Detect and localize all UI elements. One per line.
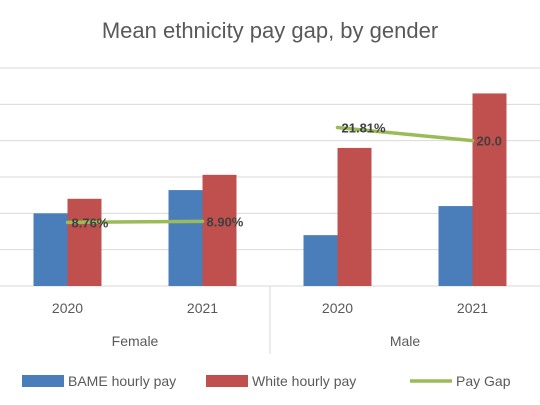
- white-bar: [472, 93, 507, 286]
- x-group-label: Male: [390, 333, 421, 349]
- pay-gap-label: 20.0: [477, 134, 502, 149]
- bame-bar: [33, 213, 68, 286]
- legend: BAME hourly pay White hourly pay Pay Gap: [22, 373, 511, 389]
- data-labels: 8.76% 8.90% 21.81% 20.0: [72, 121, 502, 231]
- x-tick-label: 2020: [52, 300, 83, 316]
- chart-title: Mean ethnicity pay gap, by gender: [102, 18, 438, 43]
- legend-swatch: [206, 375, 248, 387]
- x-axis: 2020 2021 2020 2021 Female Male: [52, 286, 488, 354]
- legend-label: White hourly pay: [252, 373, 356, 389]
- pay-gap-label: 8.90%: [207, 214, 244, 229]
- white-bar: [337, 147, 372, 286]
- bame-bar: [303, 235, 338, 286]
- bame-bar: [168, 190, 203, 286]
- bars: [33, 93, 507, 286]
- bame-bar: [438, 206, 473, 286]
- legend-label: Pay Gap: [456, 373, 511, 389]
- x-group-label: Female: [112, 333, 159, 349]
- pay-gap-line: [65, 125, 475, 225]
- x-tick-label: 2020: [322, 300, 353, 316]
- pay-gap-segment: [65, 219, 205, 225]
- legend-swatch: [22, 375, 64, 387]
- pay-gap-label: 21.81%: [342, 121, 387, 136]
- white-bar: [202, 174, 237, 286]
- x-tick-label: 2021: [187, 300, 218, 316]
- white-bar: [67, 198, 102, 286]
- x-tick-label: 2021: [457, 300, 488, 316]
- pay-gap-label: 8.76%: [72, 215, 109, 230]
- legend-label: BAME hourly pay: [68, 373, 176, 389]
- pay-gap-segment: [335, 125, 475, 143]
